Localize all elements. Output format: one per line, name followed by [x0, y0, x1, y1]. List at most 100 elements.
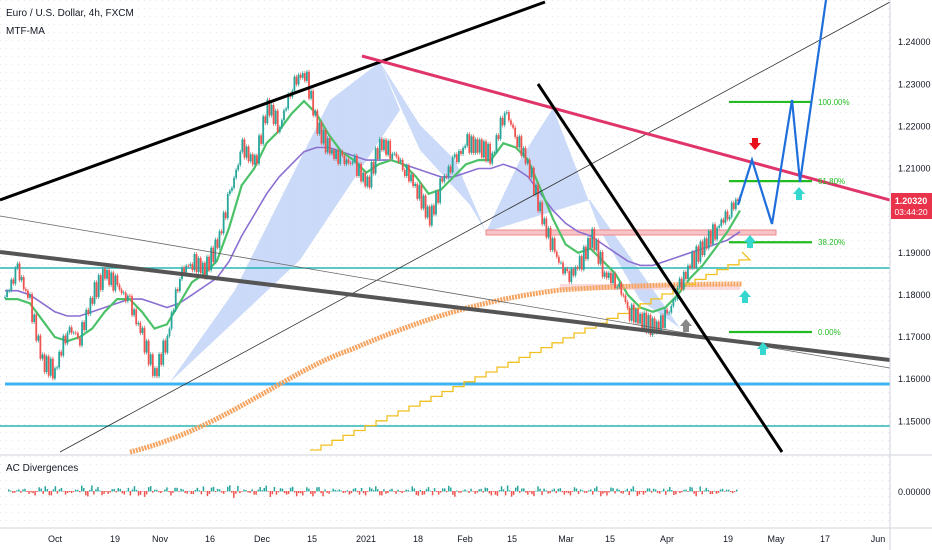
- oscillator-bar: [229, 485, 231, 492]
- oscillator-bar: [628, 491, 630, 496]
- oscillator-bar: [705, 487, 708, 492]
- oscillator-bar: [362, 491, 365, 494]
- candle-body: [122, 292, 125, 294]
- oscillator-bar: [506, 485, 509, 492]
- oscillator-bar: [182, 489, 184, 492]
- oscillator-bar: [421, 491, 424, 495]
- candle-body: [393, 153, 396, 155]
- candle-body: [27, 290, 29, 298]
- candle-body: [703, 238, 706, 256]
- candle-body: [657, 321, 660, 331]
- oscillator-bar: [535, 490, 537, 492]
- oscillator-bar: [612, 488, 614, 492]
- oscillator-bar: [490, 491, 493, 496]
- candle-body: [405, 165, 408, 177]
- candle-body: [691, 252, 694, 269]
- oscillator-bar: [322, 491, 324, 497]
- candle-body: [410, 174, 412, 182]
- oscillator-bar: [224, 491, 227, 492]
- oscillator-bar: [243, 489, 245, 492]
- candle-body: [383, 139, 385, 151]
- candle-body: [435, 191, 437, 215]
- oscillator-bar: [364, 491, 367, 496]
- oscillator-bar: [212, 486, 215, 492]
- oscillator-bar: [154, 489, 156, 492]
- oscillator-bar: [614, 491, 616, 494]
- candle-body: [360, 163, 362, 182]
- oscillator-bar: [178, 491, 180, 492]
- oscillator-bar: [713, 490, 716, 492]
- candle-body: [370, 162, 373, 188]
- candle-body: [516, 136, 519, 148]
- oscillator-bar: [405, 489, 407, 492]
- candle-body: [326, 138, 329, 153]
- thin-rising-line: [59, 1, 891, 453]
- oscillator-bar: [719, 489, 722, 492]
- candle-body: [41, 354, 44, 359]
- oscillator-bar: [470, 488, 472, 492]
- oscillator-bar: [324, 489, 326, 492]
- oscillator-bar: [273, 486, 276, 492]
- oscillator-bar: [302, 491, 304, 496]
- candle-body: [274, 110, 277, 125]
- oscillator-bar: [411, 486, 414, 492]
- candle-body: [526, 159, 529, 164]
- candle-body: [187, 265, 190, 267]
- oscillator-bar: [208, 491, 211, 494]
- candle-body: [185, 265, 188, 273]
- current-price: 1.20320: [895, 196, 928, 206]
- oscillator-bar: [441, 488, 444, 492]
- oscillator-bar: [496, 491, 499, 496]
- x-tick-label: Apr: [660, 534, 674, 544]
- oscillator-bar: [695, 491, 697, 497]
- candle-body: [695, 246, 698, 268]
- candle-body: [378, 138, 381, 159]
- indicator-ac-divergences-label[interactable]: AC Divergences: [6, 463, 78, 474]
- candle-body: [426, 206, 429, 218]
- candle-body: [278, 126, 281, 132]
- candle-body: [443, 175, 446, 182]
- candle-body: [601, 252, 604, 277]
- oscillator-bar: [220, 491, 223, 493]
- oscillator-bar: [147, 487, 150, 492]
- oscillator-bar: [308, 488, 310, 492]
- candle-body: [643, 312, 646, 329]
- candle-body: [445, 175, 448, 178]
- oscillator-bar: [38, 487, 40, 492]
- oscillator-bar: [429, 490, 432, 492]
- candle-body: [345, 159, 348, 165]
- oscillator-bar: [348, 491, 351, 495]
- oscillator-bar: [679, 491, 681, 494]
- oscillator-bar: [267, 491, 270, 492]
- arrows: [680, 138, 805, 355]
- indicator-mtf-ma-label[interactable]: MTF-MA: [6, 26, 45, 37]
- oscillator-bar: [575, 488, 578, 492]
- candle-body: [106, 270, 108, 279]
- oscillator-bar: [561, 491, 564, 493]
- price-axis[interactable]: 1.240001.230001.220001.210001.200001.190…: [898, 37, 931, 497]
- candle-body: [164, 340, 167, 353]
- candle-body: [645, 312, 648, 333]
- candle-body: [630, 304, 633, 321]
- candle-body: [647, 315, 650, 333]
- harmonic-triangle: [380, 62, 486, 232]
- oscillator-bar: [660, 490, 663, 492]
- thick-falling-line: [0, 250, 891, 362]
- candle-body: [347, 159, 350, 163]
- candle-body: [51, 358, 54, 379]
- oscillator-bar: [78, 491, 81, 493]
- oscillator-bar: [731, 491, 734, 494]
- candle-body: [316, 110, 319, 134]
- candle-body: [85, 309, 88, 331]
- oscillator-bar: [89, 489, 91, 492]
- candle-body: [135, 309, 138, 325]
- oscillator-bar: [478, 489, 480, 492]
- oscillator-bar: [328, 491, 330, 494]
- candle-body: [208, 256, 210, 271]
- oscillator-bar: [610, 487, 612, 492]
- candle-body: [226, 194, 229, 219]
- time-axis[interactable]: Oct 19 Nov 16 Dec 15 2021 18 Feb 15 Mar 15 Apr 19 May 1…: [48, 534, 885, 544]
- oscillator-bar: [68, 491, 71, 492]
- candle-body: [580, 256, 583, 270]
